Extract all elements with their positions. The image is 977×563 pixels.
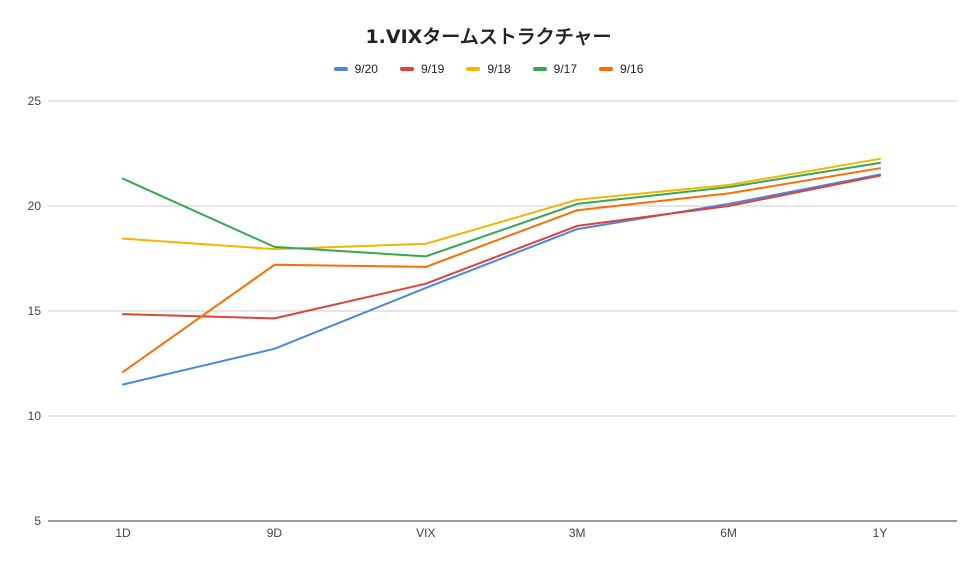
series-line-9-17 [122,161,881,258]
series-line-9-19 [122,174,881,320]
y-tick-label: 10 [28,409,42,423]
legend-swatch [599,67,614,71]
legend-swatch [399,67,414,71]
legend-swatch [333,67,348,71]
y-tick-label: 25 [28,94,42,108]
legend-label: 9/20 [354,62,378,76]
series-line-9-18 [122,157,881,251]
legend-item[interactable]: 9/18 [466,62,511,76]
legend-item[interactable]: 9/20 [333,62,378,76]
series-line-9-20 [122,173,881,386]
legend-item[interactable]: 9/16 [599,62,643,76]
legend-label: 9/18 [487,62,511,76]
y-tick-label: 20 [28,199,42,213]
legend-label: 9/17 [553,62,578,76]
y-tick-label: 5 [34,514,41,528]
legend-swatch [466,67,481,71]
x-tick-label: 9D [267,526,283,540]
chart-title: 1.VIXタームストラクチャー [365,26,612,48]
x-tick-label: 6M [720,526,737,540]
legend-item[interactable]: 9/17 [532,62,578,76]
legend-label: 9/19 [420,62,445,76]
x-tick-label: 1D [115,526,131,540]
x-tick-label: VIX [416,526,435,540]
series-line-9-16 [122,167,881,373]
legend-item[interactable]: 9/19 [399,62,445,76]
legend: 9/20 9/19 9/18 9/17 9/16 [0,62,977,76]
legend-swatch [532,67,547,71]
legend-label: 9/16 [620,62,644,76]
x-tick-label: 1Y [873,526,888,540]
y-tick-label: 15 [28,304,42,318]
x-tick-label: 3M [569,526,586,540]
